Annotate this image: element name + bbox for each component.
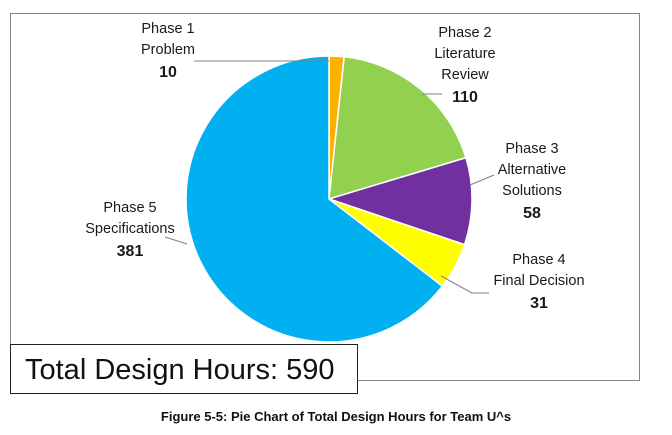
data-label-phase-1: Phase 1 Problem 10 (141, 21, 195, 81)
data-label-phase-3: Phase 3 Alternative Solutions 58 (498, 141, 567, 222)
pie-slice-phase-3 (326, 156, 473, 246)
data-label-phase-4: Phase 4 Final Decision 31 (493, 252, 584, 312)
figure-caption: Figure 5-5: Pie Chart of Total Design Ho… (160, 409, 512, 424)
total-design-hours-box: Total Design Hours: 590 (10, 344, 358, 394)
pie-slice-phase-5 (185, 55, 444, 343)
leader-line-phase-3 (469, 174, 495, 186)
leader-line-phase-5 (164, 236, 188, 245)
chart-area: Phase 1 Problem 10 Phase 2 Literature Review 1… (10, 13, 640, 381)
data-label-phase-2: Phase 2 Literature Review 110 (434, 25, 495, 106)
data-label-phase-5: Phase 5 Specifications 381 (85, 200, 174, 260)
leader-line-phase-4 (440, 275, 489, 294)
total-design-hours-text: Total Design Hours: 590 (25, 354, 335, 386)
pie-slice-phase-2 (328, 55, 467, 201)
pie-chart: Phase 1 Problem 10 Phase 2 Literature Review 1… (85, 21, 585, 343)
